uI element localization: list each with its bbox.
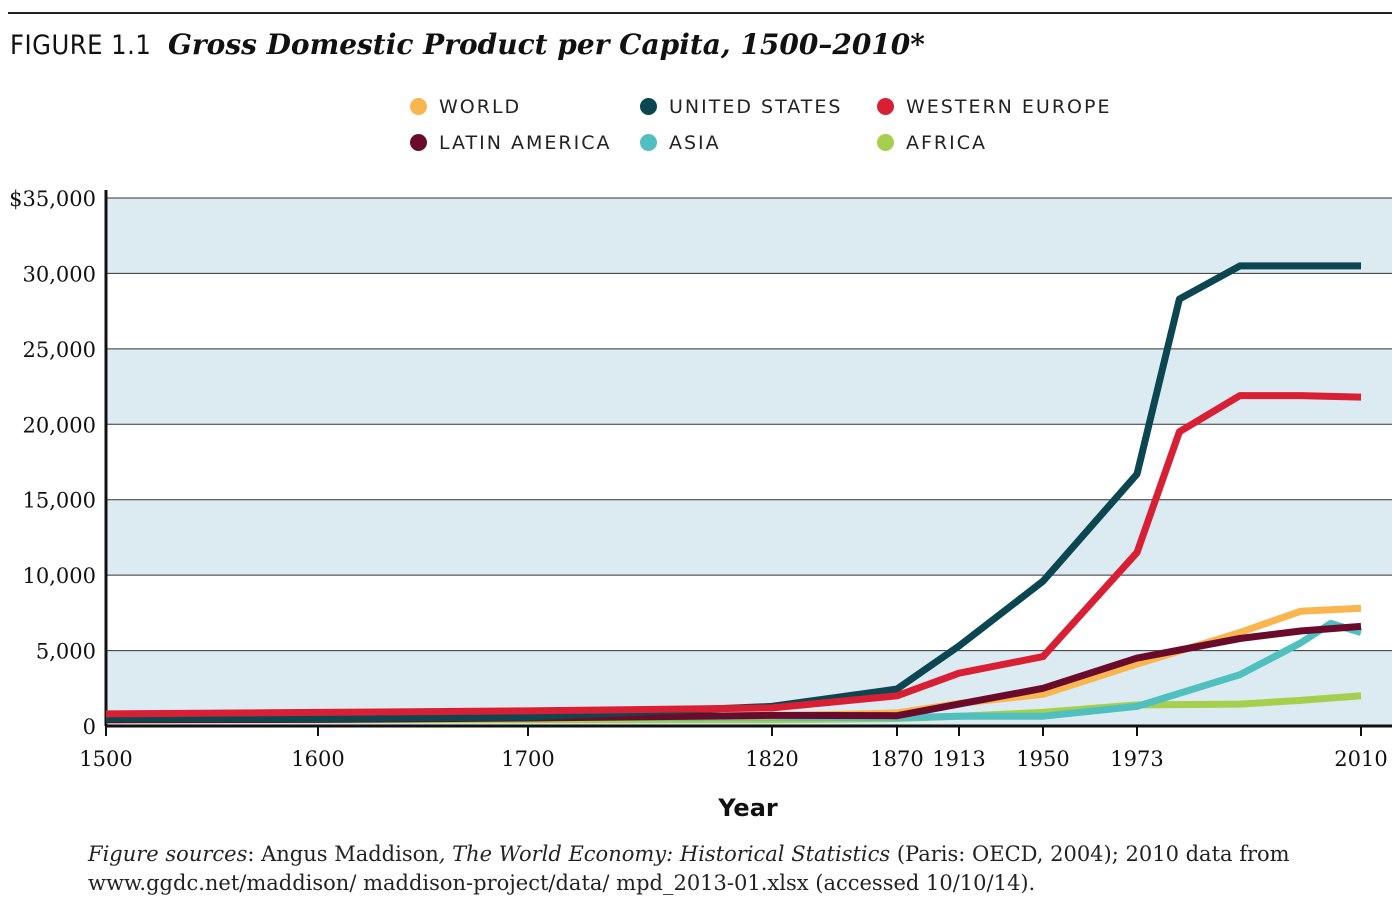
legend-label-western-europe: WESTERN EUROPE: [906, 96, 1112, 118]
source-line-2: www.ggdc.net/maddison/ maddison-project/…: [88, 871, 1036, 895]
legend-dot-world: [410, 98, 427, 115]
x-tick-label: 1700: [501, 747, 554, 771]
y-tick-label: $35,000: [9, 187, 96, 211]
x-tick-label: 1950: [1016, 747, 1069, 771]
line-chart: 0 5,000 10,000 15,000 20,000 25,000 30,000 $35,…: [9, 187, 1392, 822]
legend-label-asia: ASIA: [669, 132, 721, 154]
legend-item-world: WORLD: [410, 96, 521, 118]
legend-item-united-states: UNITED STATES: [640, 96, 842, 118]
series-line-western-europe: [105, 392, 1362, 718]
top-rule: [8, 12, 1392, 14]
series-line-united-states: [106, 262, 1361, 722]
y-tick-label: 25,000: [23, 338, 96, 362]
x-tick-label: 1500: [79, 747, 132, 771]
y-tick-label: 0: [83, 715, 96, 739]
plot-band: [106, 499, 1392, 576]
y-tick-label: 5,000: [36, 640, 96, 664]
x-tick-label: 1913: [932, 747, 985, 771]
legend-dot-western-europe: [877, 98, 894, 115]
legend: WORLD UNITED STATES WESTERN EUROPE LATIN…: [410, 96, 1170, 166]
legend-label-africa: AFRICA: [906, 132, 987, 154]
x-tick-label: 2010: [1334, 747, 1387, 771]
y-tick-label: 10,000: [23, 564, 96, 588]
legend-label-world: WORLD: [439, 96, 522, 118]
x-tick-label: 1820: [745, 747, 798, 771]
chart-title: Gross Domestic Product per Capita, 1500–…: [168, 28, 925, 61]
y-tick-label: 15,000: [23, 489, 96, 513]
source-text-1: : Angus Maddison: [247, 842, 439, 866]
y-tick-label: 20,000: [23, 413, 96, 437]
x-axis-title: Year: [717, 794, 778, 822]
source-text-2: (Paris: OECD, 2004); 2010 data from: [890, 842, 1290, 866]
y-tick-label: 30,000: [23, 262, 96, 286]
legend-dot-united-states: [640, 98, 657, 115]
legend-item-western-europe: WESTERN EUROPE: [877, 96, 1111, 118]
legend-label-latin-america: LATIN AMERICA: [439, 132, 612, 154]
source-book: , The World Economy: Historical Statisti…: [438, 842, 891, 866]
source-prefix: Figure sources: [88, 842, 248, 866]
x-tick-label: 1600: [291, 747, 344, 771]
plot-band: [106, 348, 1392, 425]
figure-source: Figure sources: Angus Maddison, The Worl…: [88, 840, 1378, 898]
legend-dot-asia: [640, 134, 657, 151]
x-tick-label: 1973: [1110, 747, 1163, 771]
legend-item-asia: ASIA: [640, 132, 721, 154]
plot-band: [106, 198, 1392, 274]
x-tick-label: 1870: [870, 747, 923, 771]
figure-label: FIGURE 1.1: [10, 30, 152, 61]
legend-dot-latin-america: [410, 134, 427, 151]
legend-dot-africa: [877, 134, 894, 151]
legend-item-latin-america: LATIN AMERICA: [410, 132, 611, 154]
legend-item-africa: AFRICA: [877, 132, 987, 154]
legend-label-united-states: UNITED STATES: [669, 96, 843, 118]
